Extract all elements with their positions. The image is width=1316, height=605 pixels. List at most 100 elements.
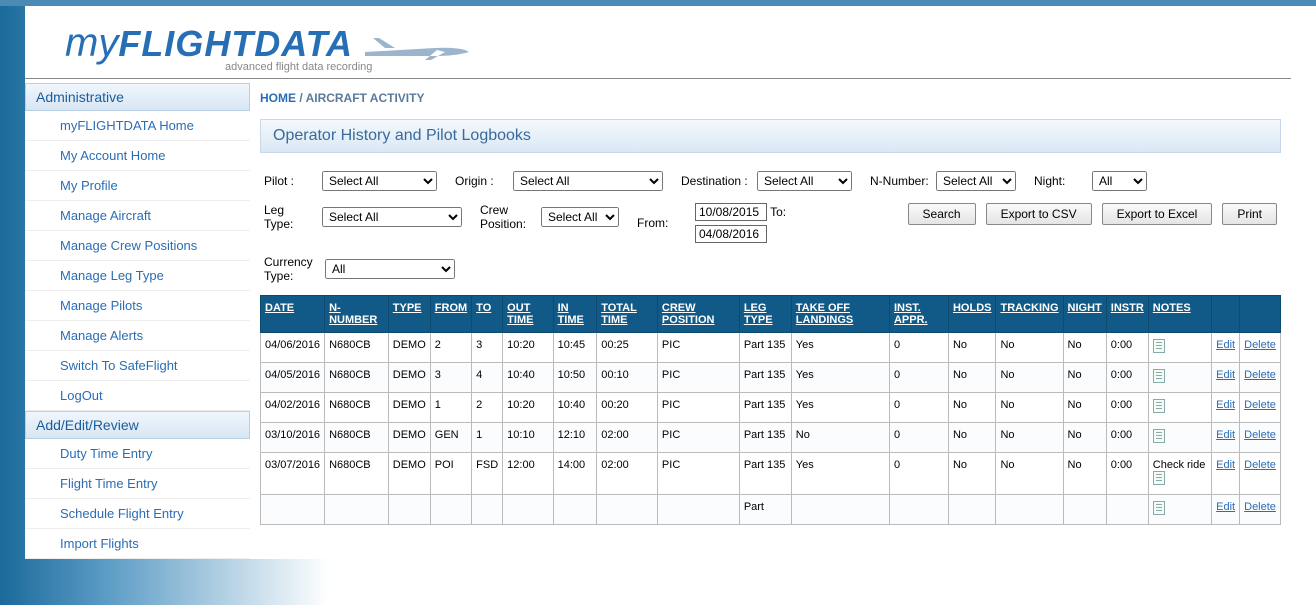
currency-label: Currency Type:	[264, 255, 319, 283]
to-date-input[interactable]	[695, 225, 767, 243]
sidebar-item[interactable]: LogOut	[25, 381, 250, 411]
edit-link[interactable]: Edit	[1216, 429, 1235, 441]
note-icon[interactable]	[1153, 369, 1165, 383]
sidebar-item[interactable]: Flight Time Entry	[25, 469, 250, 499]
sidebar-section-header: Add/Edit/Review	[25, 411, 250, 439]
edit-link[interactable]: Edit	[1216, 339, 1235, 351]
airplane-icon	[365, 34, 475, 69]
sidebar-item[interactable]: Manage Alerts	[25, 321, 250, 351]
delete-link[interactable]: Delete	[1244, 399, 1276, 411]
column-header[interactable]: HOLDS	[948, 296, 996, 333]
table-cell: No	[1063, 363, 1106, 393]
table-cell: No	[1063, 423, 1106, 453]
column-header[interactable]: NOTES	[1148, 296, 1211, 333]
column-header[interactable]: TO	[472, 296, 503, 333]
edit-link[interactable]: Edit	[1216, 501, 1235, 513]
origin-select[interactable]: Select All	[513, 171, 663, 191]
sidebar-item[interactable]: Schedule Flight Entry	[25, 499, 250, 529]
sidebar-item[interactable]: Switch To SafeFlight	[25, 351, 250, 381]
column-header[interactable]: INSTR	[1106, 296, 1148, 333]
table-cell: No	[948, 453, 996, 495]
currency-select[interactable]: All	[325, 259, 455, 279]
delete-link[interactable]: Delete	[1244, 429, 1276, 441]
to-label: To:	[770, 205, 786, 219]
legtype-select[interactable]: Select All	[322, 207, 462, 227]
column-header[interactable]: NIGHT	[1063, 296, 1106, 333]
table-cell: 3	[472, 333, 503, 363]
sidebar-item[interactable]: myFLIGHTDATA Home	[25, 111, 250, 141]
table-cell: 0:00	[1106, 393, 1148, 423]
table-cell: N680CB	[325, 363, 389, 393]
column-header[interactable]: TRACKING	[996, 296, 1063, 333]
table-cell: No	[1063, 333, 1106, 363]
table-cell: PIC	[657, 363, 739, 393]
sidebar-item[interactable]: Manage Leg Type	[25, 261, 250, 291]
export-excel-button[interactable]: Export to Excel	[1102, 203, 1213, 225]
table-cell: Part 135	[739, 393, 791, 423]
column-header[interactable]: TOTAL TIME	[597, 296, 658, 333]
note-icon[interactable]	[1153, 399, 1165, 413]
filter-row-3: Currency Type: All	[260, 255, 1281, 283]
breadcrumb-home[interactable]: HOME	[260, 91, 296, 105]
table-cell: 10:20	[503, 333, 553, 363]
column-header[interactable]: N-NUMBER	[325, 296, 389, 333]
table-row: 03/07/2016N680CBDEMOPOIFSD12:0014:0002:0…	[261, 453, 1281, 495]
column-header[interactable]: TYPE	[388, 296, 430, 333]
delete-link[interactable]: Delete	[1244, 369, 1276, 381]
delete-link[interactable]: Delete	[1244, 339, 1276, 351]
table-cell: 0	[889, 333, 948, 363]
table-cell: N680CB	[325, 423, 389, 453]
column-header[interactable]: CREW POSITION	[657, 296, 739, 333]
table-cell: 12:10	[553, 423, 597, 453]
search-button[interactable]: Search	[908, 203, 976, 225]
sidebar-item[interactable]: Manage Aircraft	[25, 201, 250, 231]
table-row: 04/06/2016N680CBDEMO2310:2010:4500:25PIC…	[261, 333, 1281, 363]
sidebar-item[interactable]: Import Flights	[25, 529, 250, 559]
column-header[interactable]: IN TIME	[553, 296, 597, 333]
table-cell: 03/10/2016	[261, 423, 325, 453]
sidebar-item[interactable]: Manage Crew Positions	[25, 231, 250, 261]
sidebar-item[interactable]: My Account Home	[25, 141, 250, 171]
edit-link[interactable]: Edit	[1216, 399, 1235, 411]
table-cell: PIC	[657, 423, 739, 453]
table-cell: 04/02/2016	[261, 393, 325, 423]
table-cell: 00:10	[597, 363, 658, 393]
table-cell: DEMO	[388, 363, 430, 393]
table-cell: 02:00	[597, 423, 658, 453]
delete-link[interactable]: Delete	[1244, 501, 1276, 513]
export-csv-button[interactable]: Export to CSV	[986, 203, 1092, 225]
table-cell: Yes	[791, 363, 889, 393]
table-cell: DEMO	[388, 393, 430, 423]
table-cell	[472, 495, 503, 525]
column-header[interactable]: TAKE OFF LANDINGS	[791, 296, 889, 333]
destination-select[interactable]: Select All	[757, 171, 852, 191]
edit-link[interactable]: Edit	[1216, 369, 1235, 381]
from-date-input[interactable]	[695, 203, 767, 221]
pilot-select[interactable]: Select All	[322, 171, 437, 191]
column-header[interactable]: INST. APPR.	[889, 296, 948, 333]
table-cell	[503, 495, 553, 525]
column-header[interactable]: LEG TYPE	[739, 296, 791, 333]
table-cell: 0	[889, 453, 948, 495]
table-cell: 3	[430, 363, 471, 393]
content-area: HOME / AIRCRAFT ACTIVITY Operator Histor…	[250, 79, 1291, 559]
note-icon[interactable]	[1153, 471, 1165, 485]
sidebar-item[interactable]: Manage Pilots	[25, 291, 250, 321]
print-button[interactable]: Print	[1222, 203, 1277, 225]
notes-cell	[1148, 393, 1211, 423]
crewpos-select[interactable]: Select All	[541, 207, 619, 227]
note-icon[interactable]	[1153, 339, 1165, 353]
delete-link[interactable]: Delete	[1244, 459, 1276, 471]
sidebar-item[interactable]: Duty Time Entry	[25, 439, 250, 469]
column-header[interactable]: FROM	[430, 296, 471, 333]
sidebar-item[interactable]: My Profile	[25, 171, 250, 201]
table-cell: No	[1063, 453, 1106, 495]
note-icon[interactable]	[1153, 429, 1165, 443]
table-cell: Part 135	[739, 333, 791, 363]
night-select[interactable]: All	[1092, 171, 1147, 191]
edit-link[interactable]: Edit	[1216, 459, 1235, 471]
column-header[interactable]: OUT TIME	[503, 296, 553, 333]
column-header[interactable]: DATE	[261, 296, 325, 333]
nnumber-select[interactable]: Select All	[936, 171, 1016, 191]
note-icon[interactable]	[1153, 501, 1165, 515]
